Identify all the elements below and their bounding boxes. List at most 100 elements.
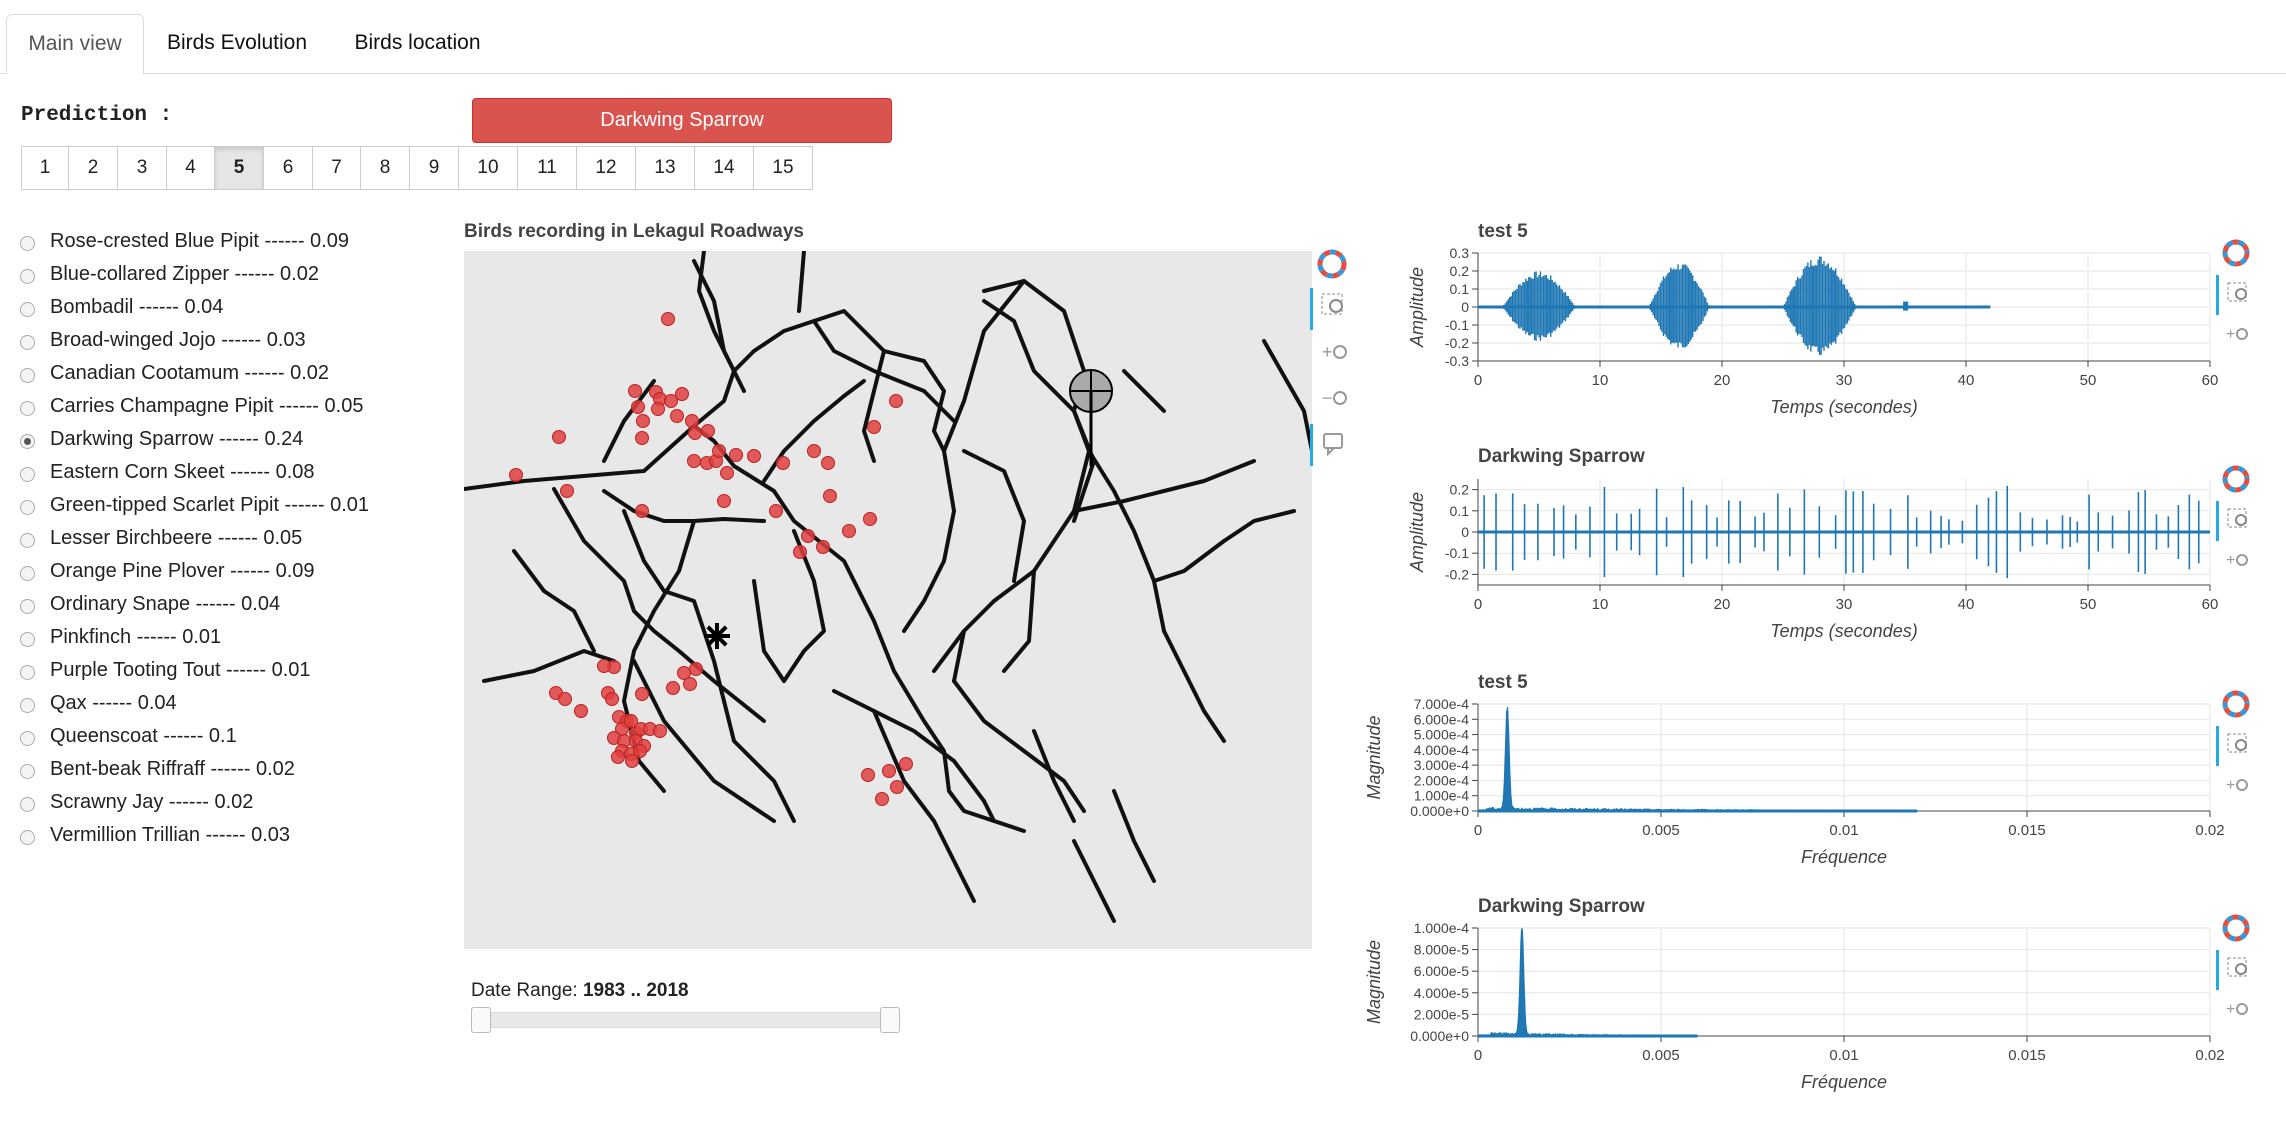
species-option[interactable]: Darkwing Sparrow ------ 0.24 (20, 426, 440, 456)
species-option[interactable]: Broad-winged Jojo ------ 0.03 (20, 327, 440, 357)
date-range-slider[interactable] (471, 1007, 900, 1033)
recording-point[interactable] (867, 420, 881, 434)
species-option[interactable]: Orange Pine Plover ------ 0.09 (20, 558, 440, 588)
recording-point[interactable] (807, 444, 821, 458)
radio-button[interactable] (20, 698, 35, 713)
recording-point[interactable] (635, 687, 649, 701)
recording-point[interactable] (636, 414, 650, 428)
recording-point[interactable] (717, 494, 731, 508)
page-button-1[interactable]: 1 (21, 146, 69, 190)
page-button-5[interactable]: 5 (214, 146, 264, 190)
recording-point[interactable] (823, 489, 837, 503)
species-option[interactable]: Ordinary Snape ------ 0.04 (20, 591, 440, 621)
chart-1[interactable]: 0 10 20 30 40 50 60 0.3 0.2 0.1 0 -0.1 -0.2 -0.3 Temps… (1407, 239, 2250, 417)
recording-point[interactable] (689, 662, 703, 676)
recording-point[interactable] (688, 426, 702, 440)
page-button-9[interactable]: 9 (409, 146, 459, 190)
recording-point[interactable] (597, 659, 611, 673)
page-button-15[interactable]: 15 (753, 146, 813, 190)
tab-main-view[interactable]: Main view (6, 14, 144, 75)
prediction-button[interactable]: Darkwing Sparrow (472, 98, 892, 143)
tab-birds-evolution[interactable]: Birds Evolution (166, 31, 308, 54)
recording-point[interactable] (605, 692, 619, 706)
page-button-14[interactable]: 14 (694, 146, 754, 190)
radio-button[interactable] (20, 302, 35, 317)
recording-point[interactable] (842, 524, 856, 538)
recording-point[interactable] (635, 431, 649, 445)
recording-point[interactable] (666, 681, 680, 695)
recording-point[interactable] (890, 780, 904, 794)
radio-button[interactable] (20, 335, 35, 350)
page-button-8[interactable]: 8 (360, 146, 410, 190)
recording-point[interactable] (701, 424, 715, 438)
page-button-12[interactable]: 12 (576, 146, 636, 190)
radio-button[interactable] (20, 368, 35, 383)
recording-point[interactable] (560, 484, 574, 498)
recording-point[interactable] (861, 768, 875, 782)
radio-button[interactable] (20, 830, 35, 845)
recording-point[interactable] (509, 468, 523, 482)
recording-point[interactable] (729, 448, 743, 462)
map-plot[interactable] (462, 249, 1356, 949)
recording-point[interactable] (552, 430, 566, 444)
species-option[interactable]: Blue-collared Zipper ------ 0.02 (20, 261, 440, 291)
hover-tooltip-icon[interactable] (1323, 433, 1343, 457)
recording-point[interactable] (875, 792, 889, 806)
recording-point[interactable] (889, 394, 903, 408)
recording-point[interactable] (670, 409, 684, 423)
radio-button[interactable] (20, 401, 35, 416)
species-option[interactable]: Bent-beak Riffraff ------ 0.02 (20, 756, 440, 786)
recording-point[interactable] (631, 400, 645, 414)
page-button-3[interactable]: 3 (117, 146, 167, 190)
radio-button[interactable] (20, 797, 35, 812)
species-option[interactable]: Scrawny Jay ------ 0.02 (20, 789, 440, 819)
zoom-in-icon[interactable]: + (2226, 326, 2248, 343)
zoom-out-icon[interactable]: − (1322, 388, 1347, 408)
radio-button[interactable] (20, 533, 35, 548)
radio-button[interactable] (20, 236, 35, 251)
species-option[interactable]: Carries Champagne Pipit ------ 0.05 (20, 393, 440, 423)
box-zoom-icon[interactable] (2227, 957, 2247, 977)
recording-point[interactable] (821, 456, 835, 470)
chart-3[interactable]: 0 0.005 0.01 0.015 0.02 7.000e-46.000e-45.000… (1366, 690, 2250, 867)
species-option[interactable]: Rose-crested Blue Pipit ------ 0.09 (20, 228, 440, 258)
recording-point[interactable] (882, 764, 896, 778)
species-option[interactable]: Eastern Corn Skeet ------ 0.08 (20, 459, 440, 489)
radio-button[interactable] (20, 434, 35, 449)
species-option[interactable]: Bombadil ------ 0.04 (20, 294, 440, 324)
chart-4[interactable]: 0 0.005 0.01 0.015 0.02 1.000e-4 8.000e-5 6.000… (1366, 914, 2250, 1092)
species-option[interactable]: Vermillion Trillian ------ 0.03 (20, 822, 440, 852)
radio-button[interactable] (20, 566, 35, 581)
recording-point[interactable] (687, 454, 701, 468)
recording-point[interactable] (651, 402, 665, 416)
recording-point[interactable] (558, 692, 572, 706)
box-zoom-icon[interactable] (2227, 282, 2247, 302)
recording-point[interactable] (793, 545, 807, 559)
zoom-in-icon[interactable]: + (1322, 342, 1347, 362)
radio-button[interactable] (20, 599, 35, 614)
radio-button[interactable] (20, 467, 35, 482)
box-zoom-icon[interactable] (1321, 293, 1343, 315)
recording-point[interactable] (653, 724, 667, 738)
radio-button[interactable] (20, 764, 35, 779)
radio-button[interactable] (20, 665, 35, 680)
zoom-in-icon[interactable]: + (2226, 552, 2248, 569)
recording-point[interactable] (635, 504, 649, 518)
recording-point[interactable] (816, 540, 830, 554)
recording-point[interactable] (661, 312, 675, 326)
page-button-4[interactable]: 4 (166, 146, 215, 190)
date-range-start-handle[interactable] (471, 1007, 491, 1033)
recording-point[interactable] (712, 444, 726, 458)
recording-point[interactable] (625, 754, 639, 768)
page-button-11[interactable]: 11 (517, 146, 577, 190)
recording-point[interactable] (685, 414, 699, 428)
species-option[interactable]: Purple Tooting Tout ------ 0.01 (20, 657, 440, 687)
box-zoom-icon[interactable] (2227, 508, 2247, 528)
recording-point[interactable] (574, 704, 588, 718)
recording-point[interactable] (628, 384, 642, 398)
species-option[interactable]: Qax ------ 0.04 (20, 690, 440, 720)
species-option[interactable]: Lesser Birchbeere ------ 0.05 (20, 525, 440, 555)
species-option[interactable]: Pinkfinch ------ 0.01 (20, 624, 440, 654)
recording-point[interactable] (611, 750, 625, 764)
tab-birds-location[interactable]: Birds location (354, 31, 481, 54)
